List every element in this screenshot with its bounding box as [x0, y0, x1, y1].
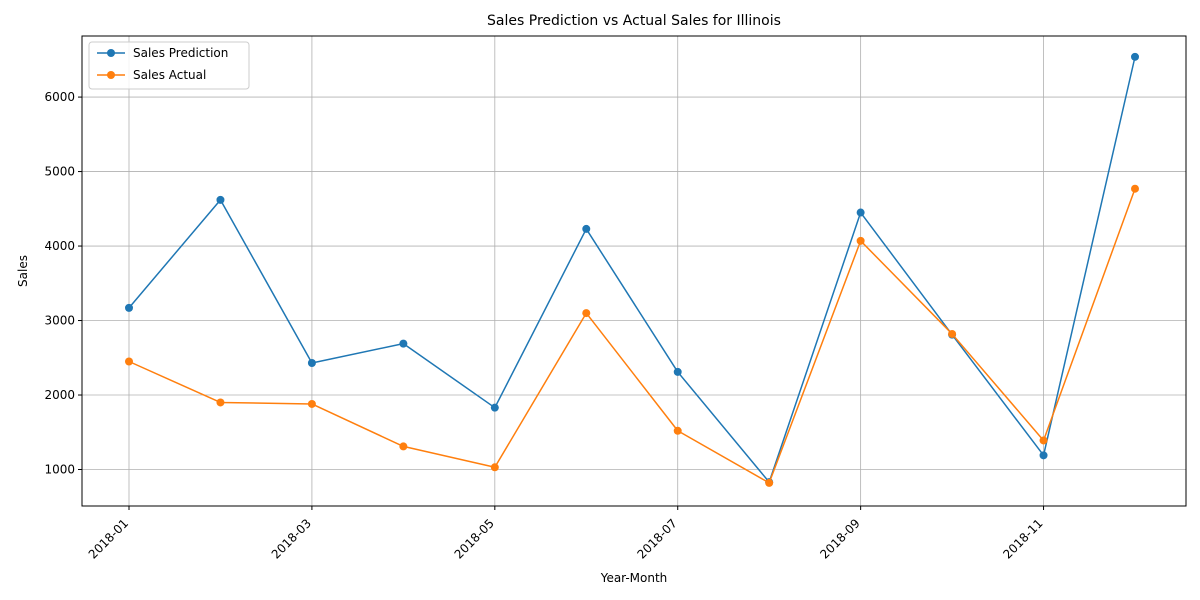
- data-point-actual-2018-10: [948, 329, 957, 338]
- legend-label-prediction: Sales Prediction: [133, 46, 228, 60]
- data-point-prediction-2018-09: [856, 208, 865, 217]
- data-point-actual-2018-11: [1039, 436, 1048, 445]
- legend: Sales Prediction Sales Actual: [88, 41, 250, 90]
- data-point-actual-2018-06: [582, 309, 591, 318]
- y-axis-label: Sales: [16, 255, 30, 287]
- y-tick-label: 3000: [44, 314, 75, 328]
- data-point-actual-2018-04: [399, 442, 408, 451]
- y-tick-label: 5000: [44, 165, 75, 179]
- data-point-prediction-2018-02: [216, 195, 225, 204]
- data-point-actual-2018-09: [856, 236, 865, 245]
- data-point-prediction-2018-06: [582, 224, 591, 233]
- data-point-actual-2018-01: [125, 357, 133, 366]
- legend-marker-prediction: [107, 49, 115, 57]
- x-axis-label: Year-Month: [600, 571, 668, 585]
- data-point-prediction-2018-03: [307, 358, 316, 367]
- plot-frame: [81, 35, 1187, 507]
- series-line-actual: [128, 188, 1136, 484]
- grid: [82, 36, 1186, 506]
- data-point-prediction-2018-04: [399, 339, 408, 348]
- data-point-actual-2018-05: [490, 463, 499, 472]
- series-line-prediction: [128, 56, 1136, 483]
- chart-title: Sales Prediction vs Actual Sales for Ill…: [487, 13, 781, 29]
- y-tick-label: 6000: [44, 90, 75, 104]
- y-tick-label: 2000: [44, 388, 75, 402]
- data-point-actual-2018-02: [216, 398, 225, 407]
- data-point-prediction-2018-01: [125, 303, 133, 312]
- data-point-actual-2018-07: [673, 426, 682, 435]
- data-point-actual-2018-08: [765, 478, 774, 487]
- legend-marker-actual: [107, 71, 115, 79]
- series-layer: [125, 52, 1139, 487]
- data-point-prediction-2018-12: [1131, 52, 1139, 61]
- y-tick-label: 4000: [44, 239, 75, 253]
- data-point-actual-2018-12: [1131, 184, 1139, 193]
- legend-box: [88, 41, 250, 90]
- data-point-prediction-2018-05: [490, 403, 499, 412]
- data-point-prediction-2018-11: [1039, 451, 1048, 460]
- legend-label-actual: Sales Actual: [133, 68, 206, 82]
- y-tick-label: 1000: [44, 463, 75, 477]
- data-point-actual-2018-03: [307, 399, 316, 408]
- data-point-prediction-2018-07: [673, 367, 682, 376]
